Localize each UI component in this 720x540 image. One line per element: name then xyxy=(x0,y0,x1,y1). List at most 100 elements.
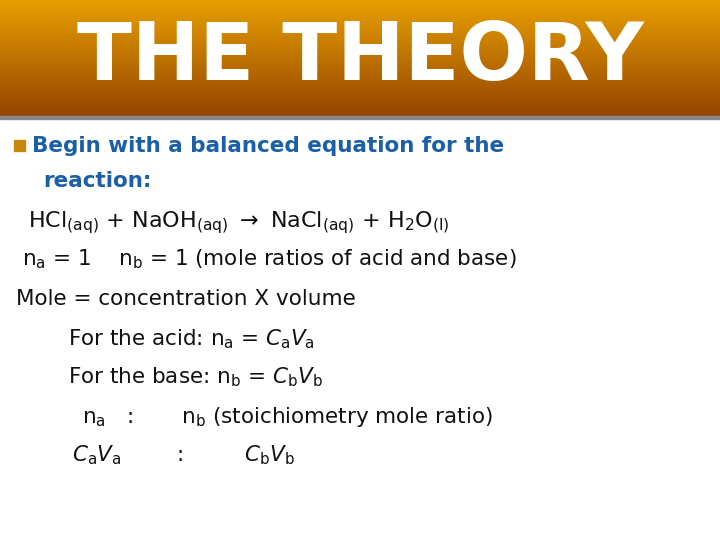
Bar xyxy=(0,81,720,83)
Bar xyxy=(0,73,720,75)
Bar xyxy=(0,43,720,45)
Bar xyxy=(0,104,720,105)
Bar xyxy=(0,90,720,91)
Text: HCl$_{\mathsf{(aq)}}$ + NaOH$_{\mathsf{(aq)}}$ $\rightarrow$ NaCl$_{\mathsf{(aq): HCl$_{\mathsf{(aq)}}$ + NaOH$_{\mathsf{(… xyxy=(28,210,449,237)
Bar xyxy=(0,36,720,38)
Bar xyxy=(0,16,720,17)
Bar xyxy=(0,18,720,21)
Text: reaction:: reaction: xyxy=(43,171,151,191)
Bar xyxy=(0,6,720,8)
Bar xyxy=(0,57,720,59)
Bar xyxy=(0,110,720,112)
Bar xyxy=(0,79,720,80)
Bar xyxy=(0,48,720,50)
Bar xyxy=(0,3,720,5)
Bar xyxy=(0,82,720,84)
Bar xyxy=(0,50,720,52)
Bar xyxy=(0,19,720,21)
Bar xyxy=(0,23,720,24)
Bar xyxy=(0,33,720,35)
Bar xyxy=(0,111,720,113)
Bar xyxy=(0,104,720,106)
Bar xyxy=(0,64,720,66)
Bar xyxy=(0,116,720,119)
Bar xyxy=(0,109,720,111)
Bar xyxy=(0,84,720,86)
Bar xyxy=(0,113,720,114)
Bar xyxy=(0,37,720,39)
Bar xyxy=(0,49,720,51)
Bar xyxy=(0,45,720,48)
Bar xyxy=(0,77,720,79)
Bar xyxy=(0,91,720,92)
Bar xyxy=(0,50,720,51)
Bar xyxy=(0,92,720,94)
Bar xyxy=(0,35,720,37)
Bar xyxy=(0,5,720,7)
Bar xyxy=(0,25,720,28)
Bar xyxy=(0,45,720,46)
Bar xyxy=(0,59,720,62)
Bar xyxy=(0,108,720,110)
Bar xyxy=(0,62,720,64)
Bar xyxy=(0,70,720,72)
Bar xyxy=(0,77,720,78)
Bar xyxy=(0,68,720,70)
Bar xyxy=(0,23,720,25)
Bar xyxy=(0,36,720,37)
Bar xyxy=(0,100,720,102)
Bar xyxy=(0,43,720,44)
Bar xyxy=(0,96,720,98)
Bar xyxy=(0,99,720,101)
Bar xyxy=(0,57,720,58)
Bar xyxy=(0,2,720,3)
Bar xyxy=(0,63,720,65)
Bar xyxy=(0,42,720,44)
Bar xyxy=(0,60,720,62)
Bar xyxy=(0,25,720,26)
Bar xyxy=(0,89,720,91)
Bar xyxy=(0,76,720,78)
Bar xyxy=(0,95,720,97)
Bar xyxy=(0,75,720,77)
Bar xyxy=(0,116,720,540)
Bar xyxy=(0,86,720,89)
Bar xyxy=(0,111,720,112)
Bar xyxy=(0,7,720,9)
Bar xyxy=(0,66,720,68)
Bar xyxy=(0,8,720,10)
Bar xyxy=(0,51,720,53)
Bar xyxy=(0,54,720,56)
Bar xyxy=(0,4,720,5)
Bar xyxy=(0,102,720,103)
Bar xyxy=(14,140,25,151)
Bar xyxy=(0,20,720,22)
Bar xyxy=(0,112,720,114)
Bar xyxy=(0,39,720,41)
Bar xyxy=(0,87,720,89)
Bar xyxy=(0,34,720,36)
Text: Begin with a balanced equation for the: Begin with a balanced equation for the xyxy=(32,136,504,156)
Bar xyxy=(0,44,720,46)
Bar xyxy=(0,88,720,90)
Bar xyxy=(0,105,720,107)
Bar xyxy=(0,39,720,40)
Bar xyxy=(0,53,720,55)
Bar xyxy=(0,46,720,48)
Bar xyxy=(0,114,720,116)
Bar xyxy=(0,9,720,10)
Bar xyxy=(0,32,720,34)
Bar xyxy=(0,13,720,15)
Bar xyxy=(0,29,720,30)
Bar xyxy=(0,66,720,68)
Bar xyxy=(0,59,720,60)
Bar xyxy=(0,5,720,6)
Bar xyxy=(0,18,720,19)
Bar xyxy=(0,63,720,64)
Bar xyxy=(0,56,720,57)
Bar xyxy=(0,107,720,109)
Bar xyxy=(0,74,720,76)
Bar xyxy=(0,93,720,96)
Bar xyxy=(0,71,720,73)
Bar xyxy=(0,97,720,99)
